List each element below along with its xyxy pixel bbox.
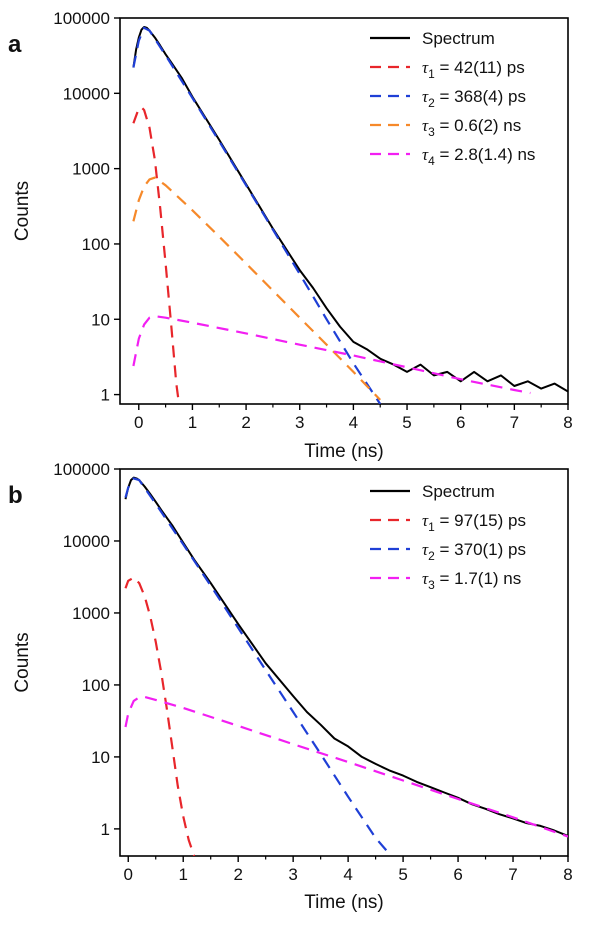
- series-line: [132, 106, 181, 404]
- y-tick-label: 1000: [72, 160, 110, 179]
- legend-entry: τ2 = 370(1) ps: [422, 540, 526, 563]
- legend-symbol: τ: [422, 87, 429, 106]
- plot-frame: [119, 468, 569, 857]
- y-tick-label: 1: [101, 820, 110, 839]
- legend-subscript: 1: [428, 67, 435, 81]
- legend-label: = 370(1) ps: [435, 540, 526, 559]
- legend-subscript: 2: [428, 96, 435, 110]
- y-tick-label: 10000: [63, 84, 110, 103]
- legend-entry: τ3 = 0.6(2) ns: [422, 116, 521, 139]
- x-tick-label: 2: [233, 865, 242, 884]
- x-tick-label: 5: [402, 413, 411, 432]
- y-tick-label: 10000: [63, 532, 110, 551]
- y-tick-label: 1000: [72, 604, 110, 623]
- series-line: [132, 315, 531, 395]
- x-tick-label: 3: [295, 413, 304, 432]
- x-axis-label: Time (ns): [304, 892, 384, 913]
- series-line: [124, 476, 568, 837]
- legend-label: Spectrum: [422, 29, 495, 48]
- x-tick-label: 7: [510, 413, 519, 432]
- legend-subscript: 3: [428, 578, 435, 592]
- series-line: [124, 695, 568, 838]
- legend-label: = 0.6(2) ns: [435, 116, 521, 135]
- legend-label: = 2.8(1.4) ns: [435, 145, 536, 164]
- y-axis-label: Counts: [12, 181, 33, 241]
- x-tick-label: 6: [453, 865, 462, 884]
- legend-symbol: τ: [422, 540, 429, 559]
- y-axis-label: Counts: [12, 632, 33, 692]
- x-tick-label: 1: [188, 413, 197, 432]
- legend-entry: τ2 = 368(4) ps: [422, 87, 526, 110]
- x-tick-label: 8: [563, 865, 572, 884]
- legend-subscript: 2: [428, 549, 435, 563]
- y-tick-label: 10: [91, 748, 110, 767]
- legend-symbol: τ: [422, 145, 429, 164]
- legend-symbol: τ: [422, 569, 429, 588]
- series-line: [124, 576, 196, 856]
- series-line: [132, 26, 382, 404]
- legend-entry: τ4 = 2.8(1.4) ns: [422, 145, 535, 168]
- legend-symbol: τ: [422, 511, 429, 530]
- panel-a: a 0 1 2 3 4 5 6 7 8 1 10 100 1000 10000 100000 Time (ns…: [8, 9, 573, 462]
- plot-frame: [119, 17, 569, 405]
- legend-entry: τ3 = 1.7(1) ns: [422, 569, 521, 592]
- series-line: [132, 26, 568, 393]
- x-tick-label: 3: [288, 865, 297, 884]
- y-tick-label: 100000: [53, 9, 110, 28]
- series-line: [124, 477, 391, 855]
- x-tick-label: 4: [343, 865, 352, 884]
- x-tick-label: 0: [124, 865, 133, 884]
- y-tick-label: 100: [82, 676, 110, 695]
- y-tick-label: 100000: [53, 460, 110, 479]
- x-tick-label: 8: [563, 413, 572, 432]
- y-tick-label: 1: [101, 386, 110, 405]
- legend-label: Spectrum: [422, 482, 495, 501]
- x-tick-label: 0: [134, 413, 143, 432]
- legend-symbol: τ: [422, 116, 429, 135]
- legend-entry: τ1 = 42(11) ps: [422, 58, 525, 81]
- x-tick-label: 4: [349, 413, 358, 432]
- x-tick-label: 1: [178, 865, 187, 884]
- x-axis-label: Time (ns): [304, 441, 384, 462]
- legend-subscript: 3: [428, 125, 435, 139]
- legend-subscript: 1: [428, 520, 435, 534]
- panel-b: b 0 1 2 3 4 5 6 7 8 1 10 100 1000 10000 100000 Time (ns…: [8, 460, 573, 913]
- y-tick-label: 10: [91, 310, 110, 329]
- legend-label: = 1.7(1) ns: [435, 569, 521, 588]
- series-line: [132, 176, 381, 401]
- legend-entry: Spectrum: [422, 29, 495, 48]
- legend-label: = 42(11) ps: [435, 58, 525, 77]
- legend-subscript: 4: [428, 154, 435, 168]
- x-tick-label: 6: [456, 413, 465, 432]
- x-tick-label: 5: [398, 865, 407, 884]
- y-tick-label: 100: [82, 235, 110, 254]
- legend-symbol: τ: [422, 58, 429, 77]
- panel-label: b: [8, 482, 23, 509]
- legend-label: = 97(15) ps: [435, 511, 526, 530]
- panel-label: a: [8, 31, 22, 58]
- legend-entry: τ1 = 97(15) ps: [422, 511, 526, 534]
- x-tick-label: 7: [508, 865, 517, 884]
- legend-label: = 368(4) ps: [435, 87, 526, 106]
- x-tick-label: 2: [241, 413, 250, 432]
- legend-entry: Spectrum: [422, 482, 495, 501]
